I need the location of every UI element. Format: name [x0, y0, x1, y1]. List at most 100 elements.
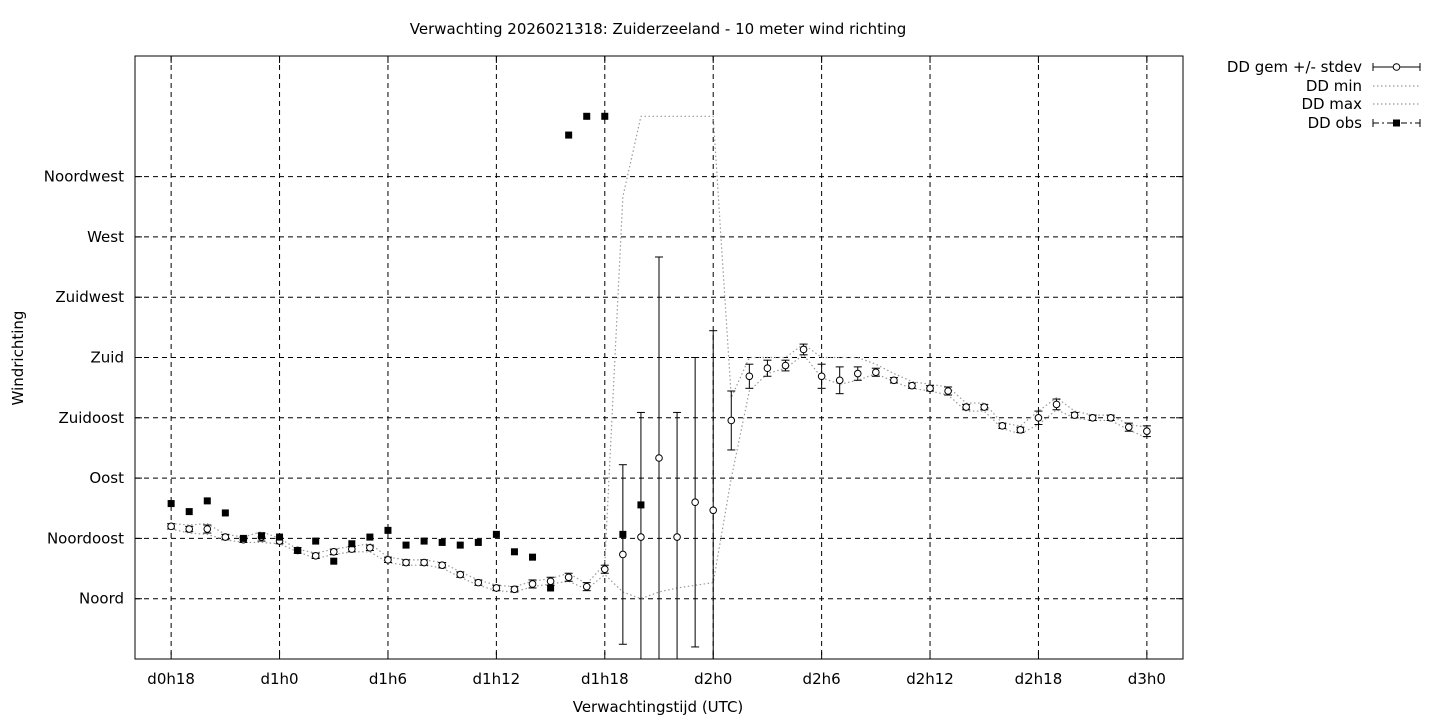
- x-tick-label: d2h12: [906, 670, 954, 688]
- dd-mean-point: [727, 416, 736, 425]
- dd-mean-point: [492, 584, 501, 592]
- x-tick-label: d1h6: [369, 670, 407, 688]
- dd-obs-point: [420, 537, 428, 545]
- dd-obs-point: [438, 538, 446, 546]
- dd-mean-point: [835, 376, 844, 385]
- dd-mean-point: [908, 381, 916, 390]
- dd-mean-point: [474, 578, 483, 587]
- dd-mean-point: [944, 387, 952, 395]
- dd-mean-point: [817, 372, 826, 381]
- y-tick-label: Oost: [89, 469, 124, 487]
- dd-mean-point: [1034, 414, 1043, 422]
- dd-mean-point: [619, 550, 627, 559]
- dd-mean-point: [402, 558, 410, 567]
- dd-mean-point: [998, 422, 1007, 430]
- dd-mean-point: [528, 580, 537, 588]
- dd-mean-point: [221, 533, 230, 541]
- legend-label: DD gem +/- stdev: [1227, 58, 1362, 76]
- dd-obs-point: [276, 533, 284, 541]
- dd-mean-point: [962, 403, 970, 411]
- dd-obs-point: [529, 553, 537, 561]
- dd-mean-point: [1016, 426, 1025, 434]
- x-tick-label: d1h12: [473, 670, 521, 688]
- dd-mean-point: [637, 533, 645, 541]
- y-tick-label: Noordoost: [47, 529, 124, 547]
- x-tick-label: d2h0: [694, 670, 732, 688]
- dd-mean-point: [546, 577, 555, 586]
- dd-obs-point: [601, 112, 609, 120]
- dd-obs-point: [185, 508, 193, 516]
- dd-mean-point: [167, 522, 175, 531]
- legend-swatch-marker: [1393, 119, 1400, 127]
- axis-ticks: d0h18 d1h0 d1h6 d1h12 d1h18 d2h0 d2h6 d2h12 d2h1…: [44, 56, 1183, 688]
- plot-area: [167, 112, 1151, 659]
- dd-mean-point: [1106, 414, 1115, 422]
- x-axis-label: Verwachtingstijd (UTC): [573, 698, 744, 716]
- x-tick-label: d1h0: [260, 670, 298, 688]
- dd-mean-point: [709, 506, 718, 515]
- dd-mean-point: [890, 376, 898, 385]
- dd-mean-point: [799, 345, 808, 354]
- dd-obs-point: [583, 112, 591, 120]
- dd-obs-point: [619, 530, 627, 538]
- dd-mean-point: [1124, 423, 1133, 431]
- x-tick-label: d0h18: [147, 670, 195, 688]
- dd-mean-point: [600, 565, 609, 574]
- y-tick-label: Zuid: [91, 349, 124, 367]
- dd-mean-point: [582, 582, 591, 591]
- dd-obs-point: [547, 584, 555, 592]
- legend-label: DD max: [1301, 95, 1362, 113]
- dd-mean-point: [438, 561, 446, 570]
- dd-obs-point: [257, 532, 265, 540]
- dd-mean-point: [564, 573, 573, 582]
- dd-obs-point: [384, 526, 392, 534]
- dd-mean-point: [655, 454, 663, 462]
- dd-mean-point: [384, 556, 392, 564]
- dd-obs-point: [366, 533, 374, 541]
- dd-mean-point: [763, 364, 772, 373]
- dd-mean-point: [745, 372, 754, 381]
- dd-obs-point: [510, 548, 518, 556]
- dd-obs-point: [330, 557, 338, 565]
- dd-mean-point: [1143, 427, 1151, 436]
- dd-mean-point: [853, 369, 862, 378]
- chart-title: Verwachting 2026021318: Zuiderzeeland - …: [410, 20, 906, 38]
- dd-mean-point: [1052, 400, 1061, 409]
- dd-mean-point: [203, 525, 212, 533]
- dd-mean-point: [1088, 414, 1097, 422]
- y-tick-label: Noord: [79, 590, 124, 608]
- y-axis-label: Windrichting: [9, 311, 27, 406]
- dd-mean-point: [1070, 411, 1079, 419]
- legend-label: DD min: [1306, 77, 1362, 95]
- dd-mean-point: [673, 533, 681, 541]
- y-tick-label: Noordwest: [44, 168, 124, 186]
- x-tick-label: d3h0: [1128, 670, 1166, 688]
- y-tick-label: West: [87, 228, 124, 246]
- dd-mean-point: [329, 548, 338, 556]
- dd-obs-point: [167, 500, 175, 508]
- dd-obs-point: [402, 541, 410, 549]
- x-tick-label: d2h18: [1015, 670, 1063, 688]
- dd-obs-point: [492, 530, 500, 538]
- dd-obs-point: [637, 501, 645, 509]
- dd-obs-point: [294, 546, 302, 554]
- dd-obs-point: [312, 537, 320, 545]
- dd-mean-point: [185, 525, 194, 533]
- dd-obs-point: [474, 538, 482, 546]
- dd-mean-point: [781, 361, 790, 370]
- dd-mean-point: [691, 498, 699, 507]
- dd-obs-point: [565, 131, 573, 139]
- y-tick-label: Zuidoost: [58, 409, 124, 427]
- dd-mean-point: [311, 552, 320, 560]
- dd-obs-point: [203, 497, 211, 505]
- dd-mean-point: [456, 570, 465, 579]
- x-tick-label: d2h6: [803, 670, 841, 688]
- dd-mean-point: [980, 403, 989, 411]
- dd-mean-point: [872, 368, 880, 377]
- dd-obs-point: [221, 509, 229, 517]
- dd-obs-point: [456, 541, 464, 549]
- legend-label: DD obs: [1308, 114, 1363, 132]
- dd-obs-point: [239, 534, 247, 542]
